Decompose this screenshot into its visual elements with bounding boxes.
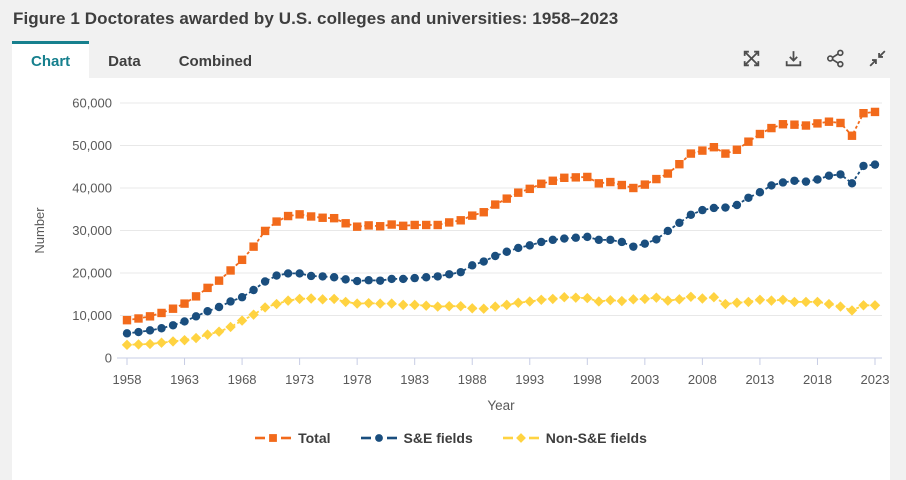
x-tick-label: 1978 xyxy=(343,372,372,387)
x-tick-label: 1963 xyxy=(170,372,199,387)
legend-item-total[interactable]: Total xyxy=(255,430,331,446)
y-axis-title: Number xyxy=(32,207,47,254)
series-line-total xyxy=(126,111,876,322)
x-tick-label: 2008 xyxy=(688,372,717,387)
tab-chart[interactable]: Chart xyxy=(12,41,90,78)
x-tick-label: 2013 xyxy=(745,372,774,387)
non-s-e-fields-marker-icon xyxy=(502,433,539,443)
legend-label: S&E fields xyxy=(403,430,473,446)
x-axis-title: Year xyxy=(487,398,515,413)
figure-title: Figure 1 Doctorates awarded by U.S. coll… xyxy=(13,9,619,28)
fullscreen-icon[interactable] xyxy=(741,48,762,69)
x-tick-label: 1988 xyxy=(458,372,487,387)
legend-item-non-s-e-fields[interactable]: Non-S&E fields xyxy=(502,430,647,446)
legend-label: Non-S&E fields xyxy=(545,430,647,446)
y-tick-label: 60,000 xyxy=(72,96,112,111)
x-tick-label: 1983 xyxy=(400,372,429,387)
legend-item-s-e-fields[interactable]: S&E fields xyxy=(360,430,473,446)
x-tick-label: 2018 xyxy=(803,372,832,387)
collapse-icon[interactable] xyxy=(867,48,888,69)
tab-combined[interactable]: Combined xyxy=(178,53,253,70)
y-tick-label: 50,000 xyxy=(72,138,112,153)
total-marker-icon xyxy=(255,434,292,442)
tab-data[interactable]: Data xyxy=(108,53,141,70)
y-tick-label: 20,000 xyxy=(72,266,112,281)
x-tick-label: 2003 xyxy=(630,372,659,387)
figure-header: Figure 1 Doctorates awarded by U.S. coll… xyxy=(0,0,906,36)
gridlines xyxy=(120,102,882,316)
x-tick-label: 1993 xyxy=(515,372,544,387)
x-tick-label: 1998 xyxy=(573,372,602,387)
tab-bar: Chart Data Combined xyxy=(0,36,906,78)
x-tick-label: 2023 xyxy=(861,372,890,387)
share-icon[interactable] xyxy=(825,48,846,69)
chart-legend: Total S&E fields Non-S&E fields xyxy=(12,430,890,446)
y-axis: 0 10,000 20,000 30,000 40,000 50,000 60,000 xyxy=(72,96,112,366)
x-tick-label: 1958 xyxy=(113,372,142,387)
x-axis: 1958 1963 1968 1973 1978 1983 1988 1993 1998 2003… xyxy=(113,358,890,387)
y-tick-label: 0 xyxy=(105,351,112,366)
x-tick-label: 1968 xyxy=(228,372,257,387)
s-e-fields-marker-icon xyxy=(360,434,397,442)
chart-toolbar xyxy=(741,48,890,69)
y-tick-label: 10,000 xyxy=(72,308,112,323)
line-chart: 0 10,000 20,000 30,000 40,000 50,000 60,000 Num… xyxy=(32,96,890,414)
tabs: Chart Data Combined xyxy=(12,36,271,78)
download-icon[interactable] xyxy=(783,48,804,69)
x-tick-label: 1973 xyxy=(285,372,314,387)
legend-label: Total xyxy=(298,430,331,446)
y-tick-label: 40,000 xyxy=(72,181,112,196)
chart-card: 0 10,000 20,000 30,000 40,000 50,000 60,000 Num… xyxy=(12,78,890,480)
series-points-s-e-fields[interactable] xyxy=(122,160,880,338)
series-points-total[interactable] xyxy=(122,107,880,325)
y-tick-label: 30,000 xyxy=(72,223,112,238)
